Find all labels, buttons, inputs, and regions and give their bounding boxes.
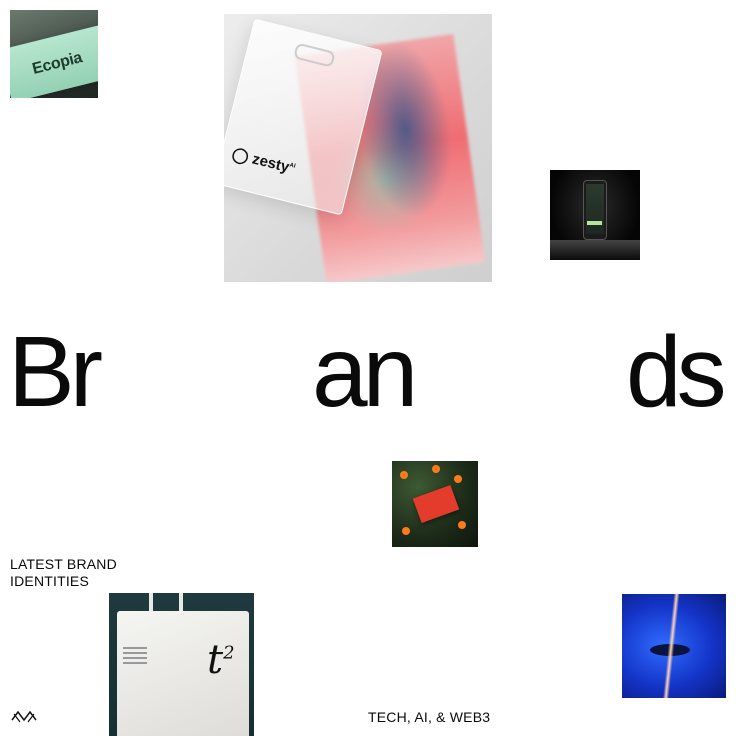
ecopia-thumbnail[interactable]: Ecopia <box>10 10 98 98</box>
flower <box>400 471 408 479</box>
section-label-tech: TECH, AI, & WEB3 <box>368 709 490 725</box>
tote-bag-thumbnail[interactable]: t2 <box>109 593 254 736</box>
mobile-app-thumbnail[interactable] <box>550 170 640 260</box>
tote-text-lines <box>123 647 147 667</box>
zesty-logo-text: zesty <box>250 150 291 176</box>
abstract-logo-icon[interactable] <box>10 708 38 724</box>
zesty-logo: ◯ zestyAI <box>230 144 297 177</box>
blue-eye-thumbnail[interactable] <box>622 594 726 698</box>
heading-part-2: an <box>312 322 413 422</box>
floor <box>550 240 640 260</box>
zesty-ring-icon: ◯ <box>230 145 250 166</box>
zesty-ai-thumbnail[interactable]: ◯ zestyAI <box>224 14 492 282</box>
red-envelope <box>413 485 459 523</box>
flower <box>454 475 462 483</box>
heading-part-1: Br <box>8 322 98 422</box>
flower <box>402 527 410 535</box>
red-envelope-thumbnail[interactable] <box>392 461 478 547</box>
flower <box>432 465 440 473</box>
t2-logo-icon: t2 <box>207 637 235 683</box>
phone-screen-button <box>587 221 602 225</box>
section-label-latest: LATEST BRAND IDENTITIES <box>10 556 150 590</box>
phone-device <box>583 180 607 240</box>
flower <box>458 521 466 529</box>
zesty-logo-suffix: AI <box>289 162 296 169</box>
phone-screen <box>586 184 604 234</box>
tote-bag: t2 <box>117 611 249 736</box>
bag-handle <box>293 43 336 68</box>
heading-part-3: ds <box>626 322 722 422</box>
